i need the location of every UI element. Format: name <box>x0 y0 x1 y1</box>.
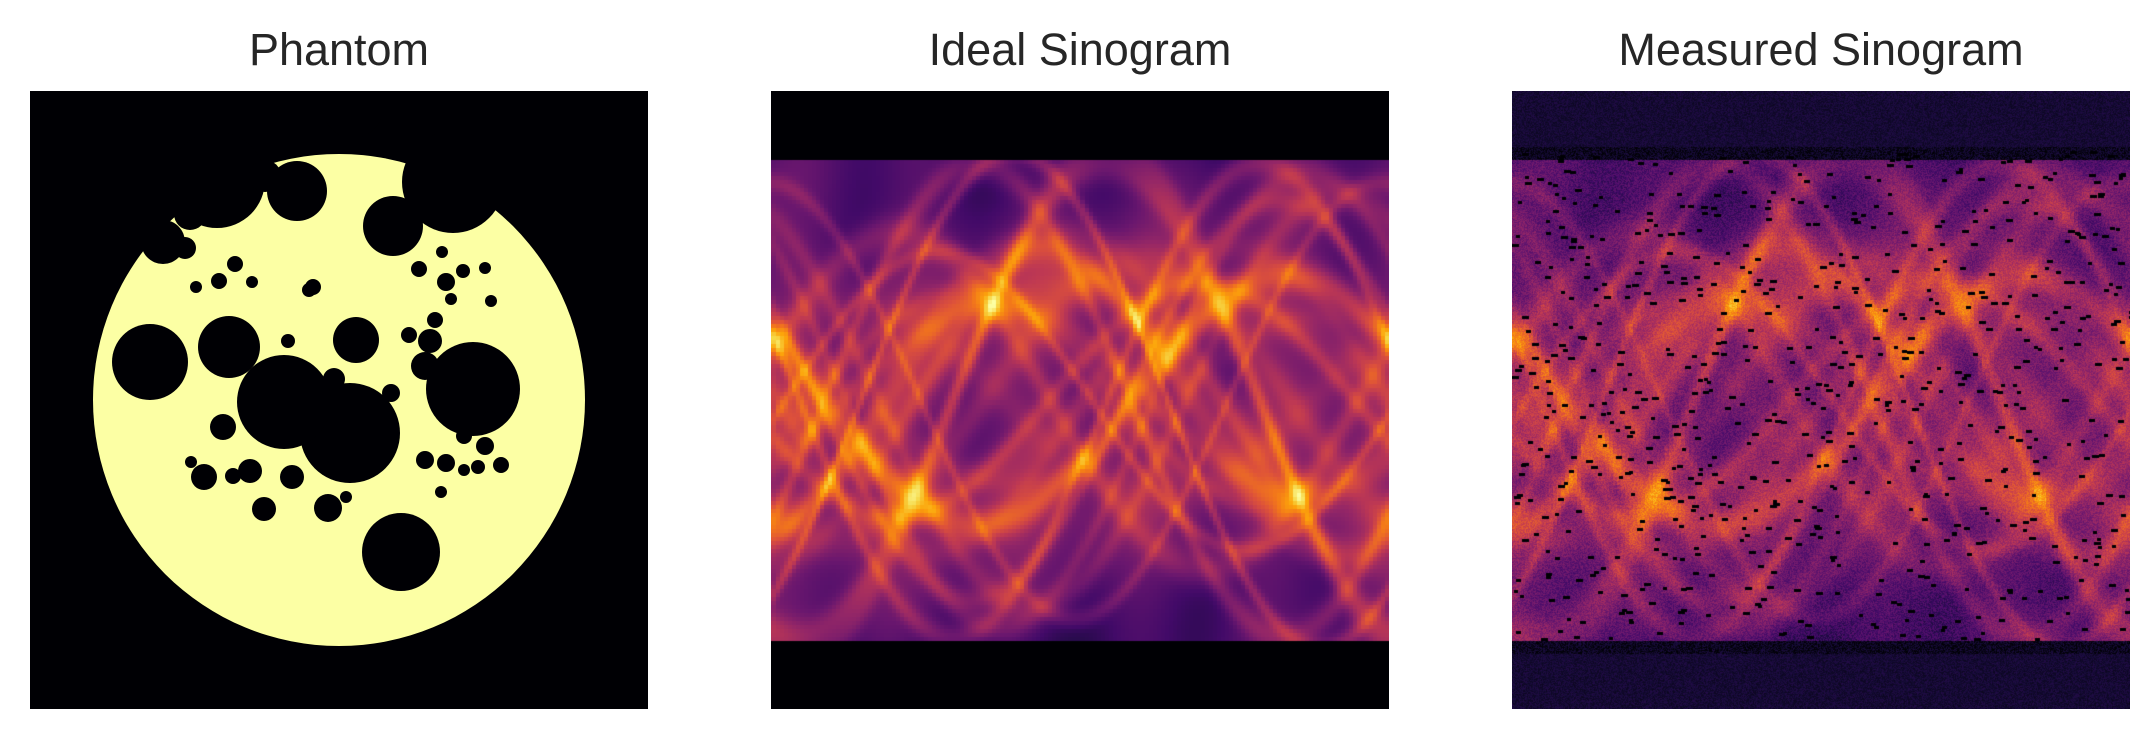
panel-title-measured-sinogram: Measured Sinogram <box>1618 24 2024 75</box>
panel-measured-sinogram: Measured Sinogram <box>1512 0 2130 736</box>
panel-title-phantom: Phantom <box>248 24 430 75</box>
panel-title-ideal-sinogram: Ideal Sinogram <box>928 24 1232 75</box>
ideal-sinogram-image <box>771 91 1389 709</box>
measured-sinogram-image <box>1512 91 2130 709</box>
panel-ideal-sinogram: Ideal Sinogram <box>771 0 1389 736</box>
phantom-image <box>30 91 648 709</box>
panel-phantom: Phantom <box>30 0 648 736</box>
